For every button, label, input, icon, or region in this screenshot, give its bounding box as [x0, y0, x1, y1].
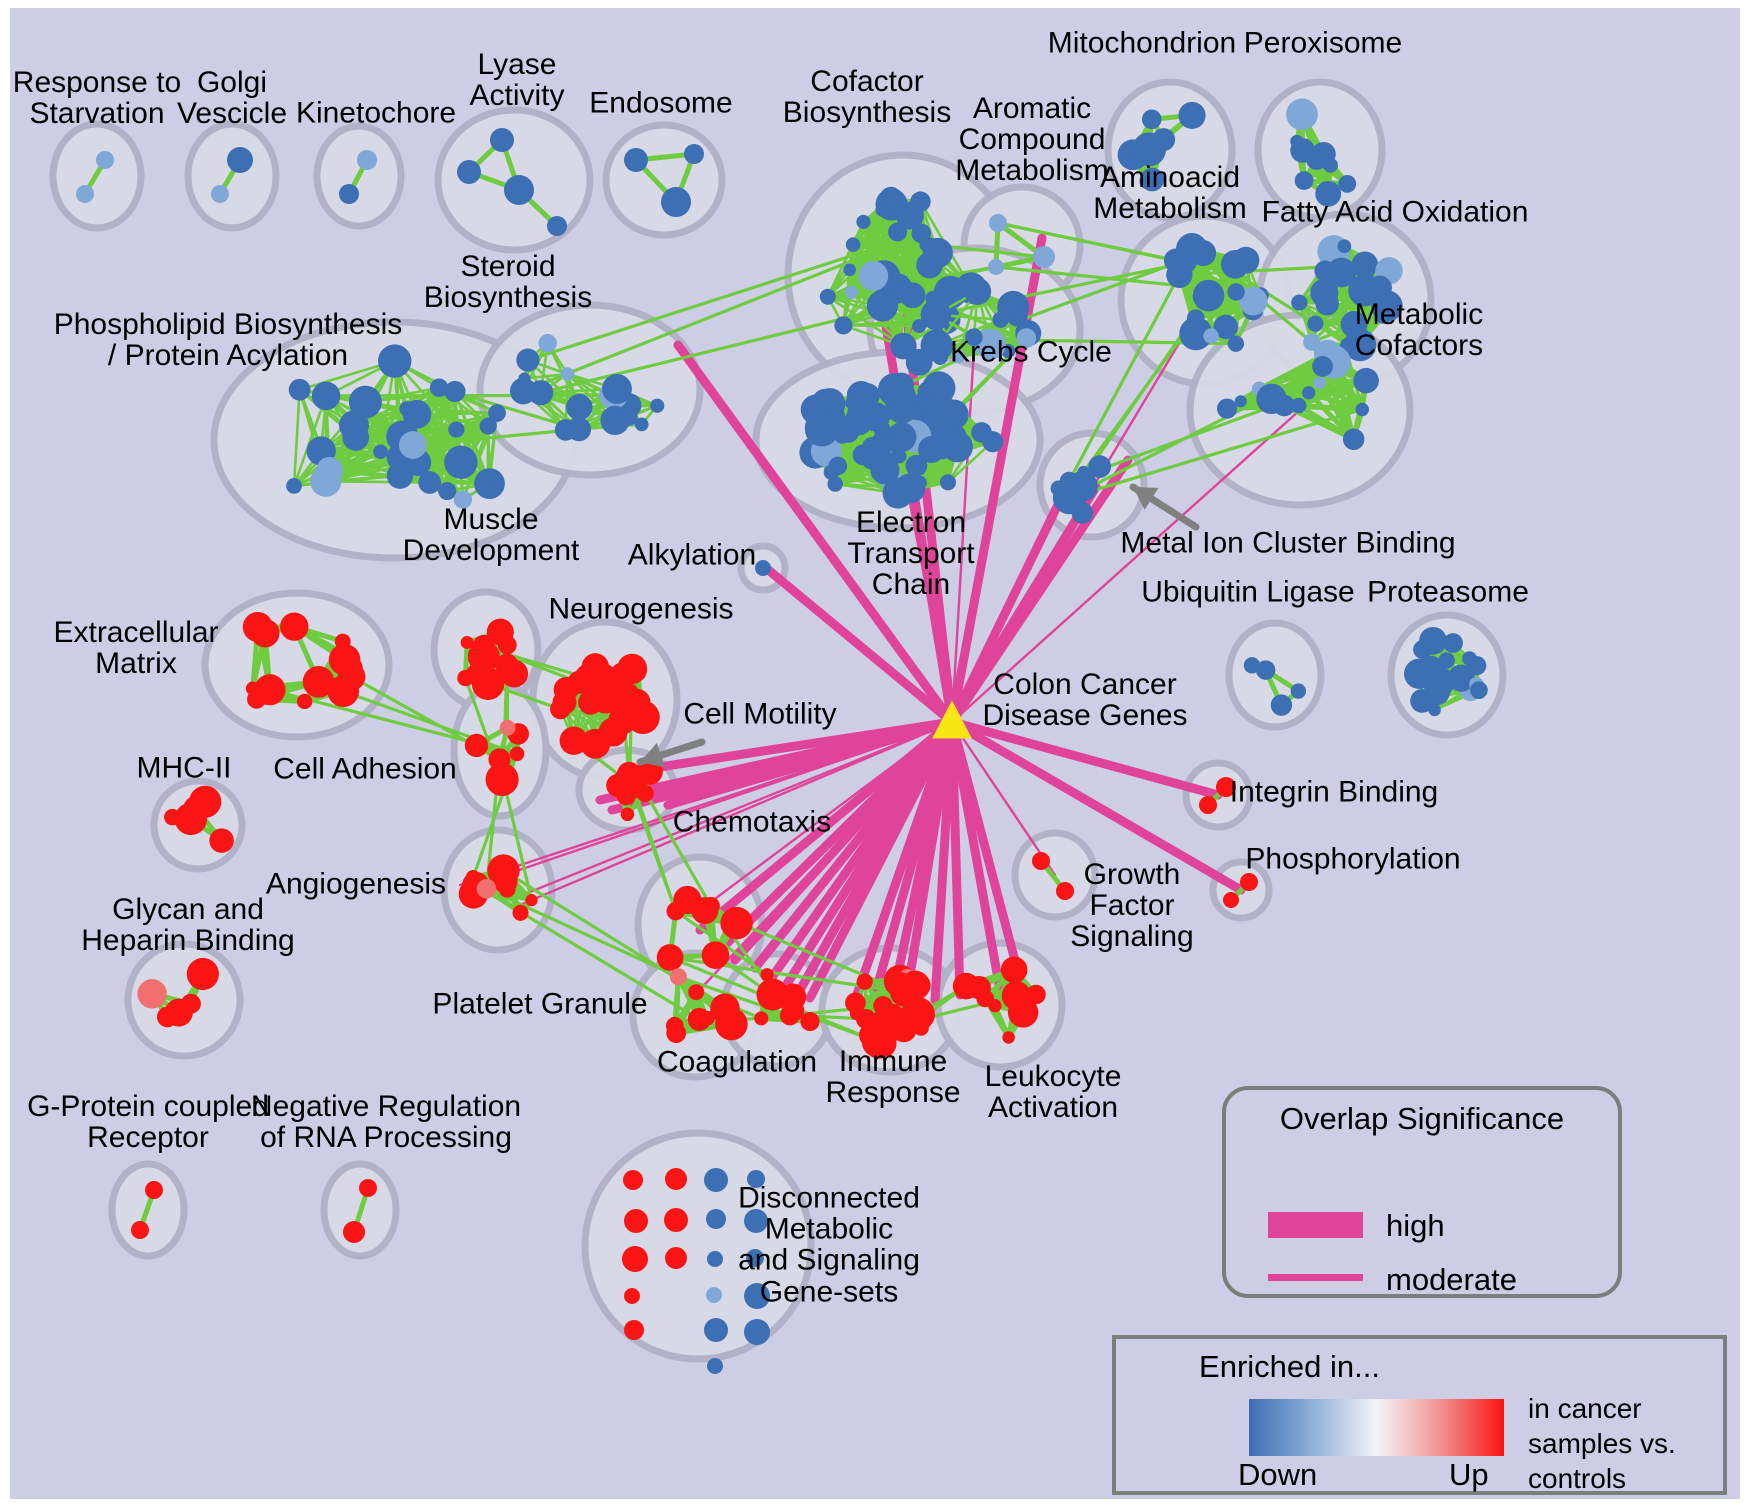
network-muscle-development	[457, 618, 529, 701]
network-aromatic-compound-metabolism	[988, 214, 1055, 275]
cell-motility-arrow	[636, 738, 706, 768]
legend-overlap-title: Overlap Significance	[1279, 1101, 1565, 1136]
network-endosome	[624, 144, 704, 217]
network-fatty-acid-oxidation	[1291, 235, 1403, 362]
hub-edges	[458, 225, 1302, 1017]
network-phospholipid-biosynthesis	[286, 344, 506, 509]
network-coagulation	[754, 968, 820, 1032]
network-platelet-granule	[665, 968, 748, 1044]
network-leukocyte-activation	[952, 956, 1046, 1044]
network-ubiquitin-ligase	[1243, 657, 1307, 716]
network-immune-response	[845, 964, 935, 1059]
cluster-endosome	[602, 121, 726, 239]
network-glycan-and-heparin-binding	[137, 957, 219, 1028]
legend-enriched-in: Enriched in... Down Up in cancer samples…	[1112, 1335, 1727, 1495]
network-neurogenesis	[550, 653, 660, 759]
network-phosphorylation	[1223, 873, 1258, 908]
network-negative-regulation-of-rna-processing	[343, 1179, 377, 1243]
legend-swatch-moderate	[1268, 1274, 1363, 1281]
network-angiogenesis	[458, 854, 538, 921]
network-cell-motility	[606, 757, 663, 822]
network-integrin-binding	[1199, 777, 1236, 814]
legend-label-down: Down	[1238, 1457, 1318, 1492]
network-alkylation	[755, 560, 771, 576]
network-mhc-ii	[164, 785, 234, 853]
network-krebs-cycle	[905, 277, 1042, 376]
annotation-arrows	[636, 483, 1200, 768]
network-golgi-vescicle	[211, 147, 253, 203]
legend-label-up: Up	[1449, 1457, 1489, 1492]
legend-label-comparison: in cancer samples vs. controls	[1528, 1393, 1676, 1494]
legend-color-gradient-bar	[1249, 1399, 1504, 1456]
network-response-to-starvation	[76, 151, 114, 203]
network-disconnected-metabolic-and-signaling-gene-sets	[622, 1168, 770, 1374]
legend-label-moderate: moderate	[1386, 1262, 1517, 1297]
hub-node	[932, 700, 972, 739]
legend-overlap-significance: Overlap Significance high moderate	[1222, 1086, 1622, 1298]
legend-enriched-title: Enriched in...	[1199, 1349, 1380, 1384]
network-proteasome	[1403, 626, 1488, 717]
cluster-disconnected-metabolic-and-signaling-gene-sets	[581, 1129, 815, 1363]
network-electron-transport-chain	[799, 371, 1004, 509]
legend-label-high: high	[1386, 1208, 1445, 1243]
network-g-protein-coupled-receptor	[131, 1181, 163, 1239]
network-metal-ion-cluster-binding	[1050, 455, 1112, 524]
network-peroxisome	[1286, 98, 1357, 207]
network-chemotaxis	[656, 885, 753, 971]
network-aminoacid-metabolism	[1163, 233, 1269, 352]
network-lyase-activity	[457, 128, 567, 236]
network-kinetochore	[339, 150, 377, 204]
metal-ion-cluster-binding-arrow	[1129, 483, 1200, 531]
network-growth-factor-signaling	[1032, 852, 1074, 900]
network-mitochondrion	[1117, 101, 1206, 192]
network-extracellular-matrix	[242, 611, 366, 710]
legend-swatch-high	[1268, 1212, 1363, 1238]
cluster-networks	[76, 98, 1488, 1374]
network-cell-adhesion	[464, 719, 529, 797]
network-steroid-biosynthesis	[509, 334, 665, 442]
network-metabolic-cofactors	[1216, 339, 1379, 451]
